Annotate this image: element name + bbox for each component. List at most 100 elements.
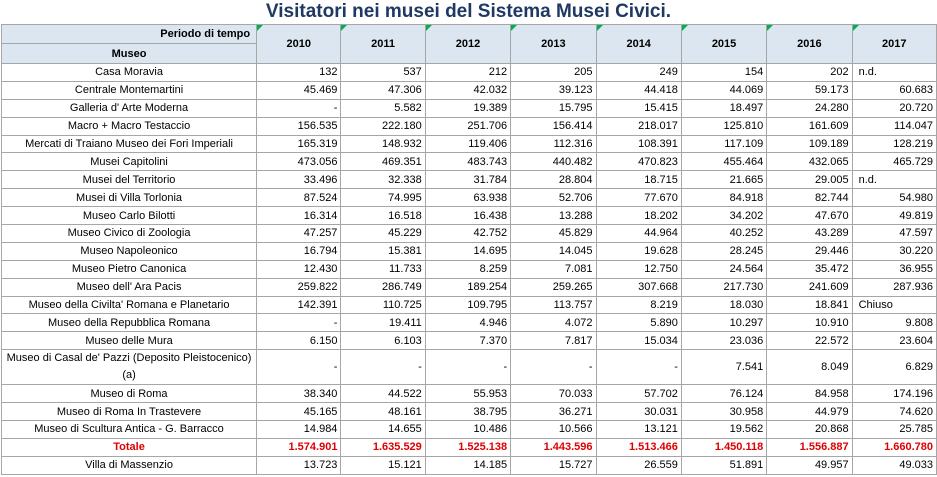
value-cell: 16.794	[256, 241, 342, 261]
table-row: Villa di Massenzio 13.723 15.121 14.185 15.7…	[0, 455, 937, 475]
value-cell: 15.121	[340, 455, 426, 475]
museum-label: Museo	[111, 47, 147, 60]
value-cell: 307.668	[595, 277, 682, 297]
value-cell: 1.513.466	[595, 437, 682, 457]
museum-name-cell: Museo della Civilta' Romana e Planetario	[0, 295, 258, 315]
value-cell: 212	[424, 63, 512, 82]
value-cell: 15.381	[340, 241, 426, 261]
value-cell: 119.406	[424, 134, 512, 154]
value-cell: 241.609	[766, 277, 853, 297]
value-cell: 12.750	[595, 259, 682, 279]
value-cell: 47.670	[766, 206, 853, 226]
table-row: Museo della Civilta' Romana e Planetario…	[0, 295, 937, 315]
value-cell: 109.189	[766, 134, 853, 154]
value-cell: 5.890	[595, 313, 682, 333]
year-label: 2013	[541, 38, 566, 50]
value-cell: 16.518	[340, 206, 426, 226]
value-cell: 465.729	[851, 152, 937, 172]
museum-name-cell: Mercati di Traiano Museo dei Fori Imperi…	[0, 134, 258, 154]
value-cell: 20.868	[766, 420, 853, 439]
museum-name-cell: Musei del Territorio	[0, 170, 258, 190]
value-cell: 455.464	[680, 152, 768, 172]
museum-name-cell: Villa di Massenzio	[0, 455, 258, 475]
value-cell: 70.033	[510, 384, 597, 404]
value-cell: 44.964	[595, 224, 682, 243]
year-label: 2012	[455, 38, 481, 50]
value-cell: 19.628	[595, 241, 682, 261]
table-row: Museo dell' Ara Pacis 259.822 286.749 189.2…	[0, 277, 937, 297]
table-row: Casa Moravia 132 537 212 205 249 154 202 n.d.	[0, 63, 937, 82]
comment-marker	[853, 25, 859, 31]
table-row: Museo Napoleonico 16.794 15.381 14.695 14.04…	[0, 241, 937, 261]
value-cell: -	[256, 98, 342, 118]
museum-name-cell: Museo di Casal de' Pazzi (Deposito Pleis…	[0, 349, 258, 386]
value-cell: 259.822	[256, 277, 342, 297]
value-cell: 36.955	[851, 259, 937, 279]
museum-name-cell: Museo Civico di Zoologia	[0, 224, 258, 243]
value-cell: 14.655	[340, 420, 426, 439]
value-cell: 15.795	[510, 98, 597, 118]
value-cell: 6.829	[851, 349, 937, 386]
value-cell: 1.450.118	[680, 437, 768, 457]
value-cell: 128.219	[851, 134, 937, 154]
value-cell: 8.049	[766, 349, 853, 386]
year-header: 2010	[256, 24, 342, 64]
table-row: Museo Carlo Bilotti 16.314 16.518 16.438 13.…	[0, 206, 937, 226]
value-cell: 7.817	[510, 331, 597, 351]
year-label: 2017	[882, 38, 907, 50]
value-cell: n.d.	[851, 170, 937, 190]
value-cell: 74.620	[851, 402, 937, 422]
value-cell: 12.430	[256, 259, 342, 279]
value-cell: 16.438	[424, 206, 512, 226]
year-label: 2010	[286, 38, 311, 50]
value-cell: 19.411	[340, 313, 426, 333]
value-cell: 54.980	[851, 188, 937, 208]
value-cell: 26.559	[595, 455, 682, 475]
table-row: Museo Pietro Canonica 12.430 11.733 8.259 7.…	[0, 259, 937, 279]
value-cell: 22.572	[766, 331, 853, 351]
museum-name-cell: Museo dell' Ara Pacis	[0, 277, 258, 297]
value-cell: 251.706	[424, 116, 512, 136]
value-cell: 222.180	[340, 116, 426, 136]
table-row: Museo di Roma In Trastevere 45.165 48.161 3…	[0, 402, 937, 422]
value-cell: 15.415	[595, 98, 682, 118]
value-cell: 14.185	[424, 455, 512, 475]
value-cell: 537	[340, 63, 426, 82]
value-cell: 13.121	[595, 420, 682, 439]
period-label: Periodo di tempo	[160, 28, 251, 40]
value-cell: 42.752	[424, 224, 512, 243]
value-cell: 84.918	[680, 188, 768, 208]
value-cell: 19.389	[424, 98, 512, 118]
value-cell: 10.566	[510, 420, 597, 439]
value-cell: 287.936	[851, 277, 937, 297]
museum-header: Museo	[0, 43, 258, 64]
value-cell: 154	[680, 63, 768, 82]
value-cell: 77.670	[595, 188, 682, 208]
value-cell: 11.733	[340, 259, 426, 279]
value-cell: 44.418	[595, 80, 682, 100]
value-cell: 24.564	[680, 259, 768, 279]
value-cell: 18.715	[595, 170, 682, 190]
value-cell: 43.289	[766, 224, 853, 243]
value-cell: 40.252	[680, 224, 768, 243]
value-cell: 55.953	[424, 384, 512, 404]
museum-name-cell: Museo Napoleonico	[0, 241, 258, 261]
museum-name-cell: Musei di Villa Torlonia	[0, 188, 258, 208]
value-cell: 469.351	[340, 152, 426, 172]
value-cell: 8.219	[595, 295, 682, 315]
table-row: Museo di Scultura Antica - G. Barracco 14…	[0, 420, 937, 439]
value-cell: 29.005	[766, 170, 853, 190]
value-cell: 125.810	[680, 116, 768, 136]
value-cell: 28.245	[680, 241, 768, 261]
value-cell: 20.720	[851, 98, 937, 118]
value-cell: 18.030	[680, 295, 768, 315]
value-cell: 47.257	[256, 224, 342, 243]
museum-name-cell: Macro + Macro Testaccio	[0, 116, 258, 136]
total-row: Totale 1.574.901 1.635.529 1.525.138 1.443.5…	[0, 437, 937, 457]
value-cell: 218.017	[595, 116, 682, 136]
value-cell: 18.202	[595, 206, 682, 226]
table-row: Galleria d' Arte Moderna -5.582 19.389 15.7…	[0, 98, 937, 118]
value-cell: 51.891	[680, 455, 768, 475]
value-cell: 48.161	[340, 402, 426, 422]
value-cell: 7.541	[680, 349, 768, 386]
